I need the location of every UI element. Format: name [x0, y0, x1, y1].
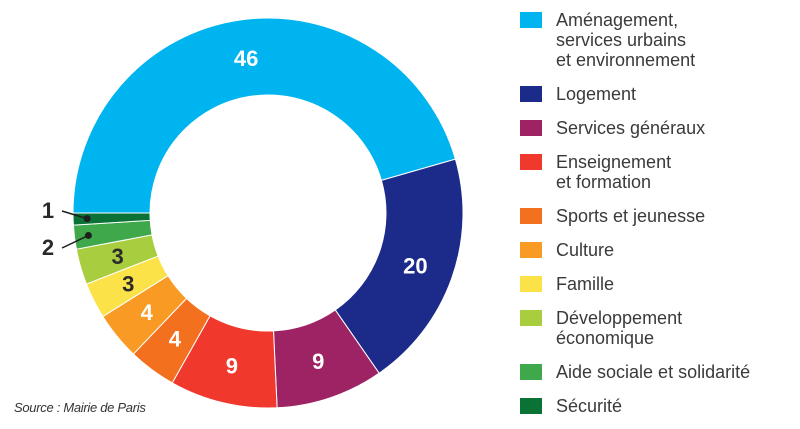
legend-label: Aménagement, services urbains et environ… — [556, 10, 696, 70]
legend-label: Développement économique — [556, 308, 683, 348]
legend-item: Développement économique — [520, 308, 795, 348]
legend-item: Services généraux — [520, 118, 795, 138]
legend-swatch — [520, 242, 542, 258]
legend-item: Logement — [520, 84, 795, 104]
legend-label: Aide sociale et solidarité — [556, 362, 751, 382]
legend-swatch — [520, 310, 542, 326]
slice-value-label: 20 — [403, 254, 427, 279]
legend-item: Aide sociale et solidarité — [520, 362, 795, 382]
legend-swatch — [520, 276, 542, 292]
legend-item: Sécurité — [520, 396, 795, 416]
legend-label: Sports et jeunesse — [556, 206, 706, 226]
legend-label: Sécurité — [556, 396, 623, 416]
legend-swatch — [520, 86, 542, 102]
legend-label: Services généraux — [556, 118, 706, 138]
legend-item: Culture — [520, 240, 795, 260]
legend-item: Enseignement et formation — [520, 152, 795, 192]
slice-value-label: 46 — [234, 46, 258, 71]
legend-label: Enseignement et formation — [556, 152, 672, 192]
slice-value-label: 4 — [169, 327, 182, 352]
donut-slice-1 — [72, 17, 457, 214]
callout-line — [61, 210, 88, 220]
slice-value-label: 3 — [122, 271, 134, 296]
callout-line — [61, 234, 89, 249]
legend-swatch — [520, 398, 542, 414]
legend-swatch — [520, 154, 542, 170]
slice-value-label: 4 — [141, 300, 154, 325]
legend-swatch — [520, 364, 542, 380]
slice-value-label: 9 — [226, 353, 238, 378]
callout-value-label: 2 — [42, 235, 54, 260]
legend-item: Sports et jeunesse — [520, 206, 795, 226]
legend-item: Famille — [520, 274, 795, 294]
slice-value-label: 3 — [111, 244, 123, 269]
legend-label: Culture — [556, 240, 615, 260]
legend-item: Aménagement, services urbains et environ… — [520, 10, 795, 70]
donut-slice-10 — [72, 212, 151, 226]
callouts: 21 — [42, 198, 92, 260]
legend-swatch — [520, 12, 542, 28]
legend-swatch — [520, 120, 542, 136]
callout-value-label: 1 — [42, 198, 54, 223]
slice-value-label: 9 — [312, 349, 324, 374]
legend-label: Famille — [556, 274, 615, 294]
legend-label: Logement — [556, 84, 637, 104]
legend: Aménagement, services urbains et environ… — [520, 10, 795, 416]
legend-swatch — [520, 208, 542, 224]
donut-slices — [72, 17, 464, 409]
source-note: Source : Mairie de Paris — [14, 400, 146, 415]
